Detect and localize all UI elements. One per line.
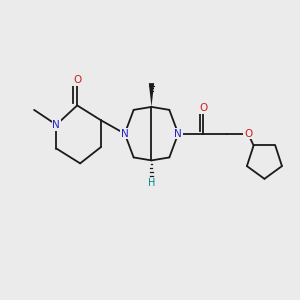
Text: N: N <box>52 120 60 130</box>
Text: N: N <box>174 129 182 139</box>
Text: H: H <box>148 178 155 188</box>
Text: N: N <box>121 129 129 139</box>
Text: O: O <box>200 103 208 113</box>
Text: O: O <box>73 75 81 85</box>
Text: H: H <box>148 178 155 188</box>
Polygon shape <box>149 83 154 107</box>
Text: O: O <box>200 103 208 113</box>
Text: O: O <box>244 129 252 139</box>
Text: O: O <box>244 129 252 139</box>
Text: N: N <box>121 129 129 139</box>
Text: O: O <box>73 75 81 85</box>
Text: N: N <box>52 120 60 130</box>
Text: N: N <box>174 129 182 139</box>
